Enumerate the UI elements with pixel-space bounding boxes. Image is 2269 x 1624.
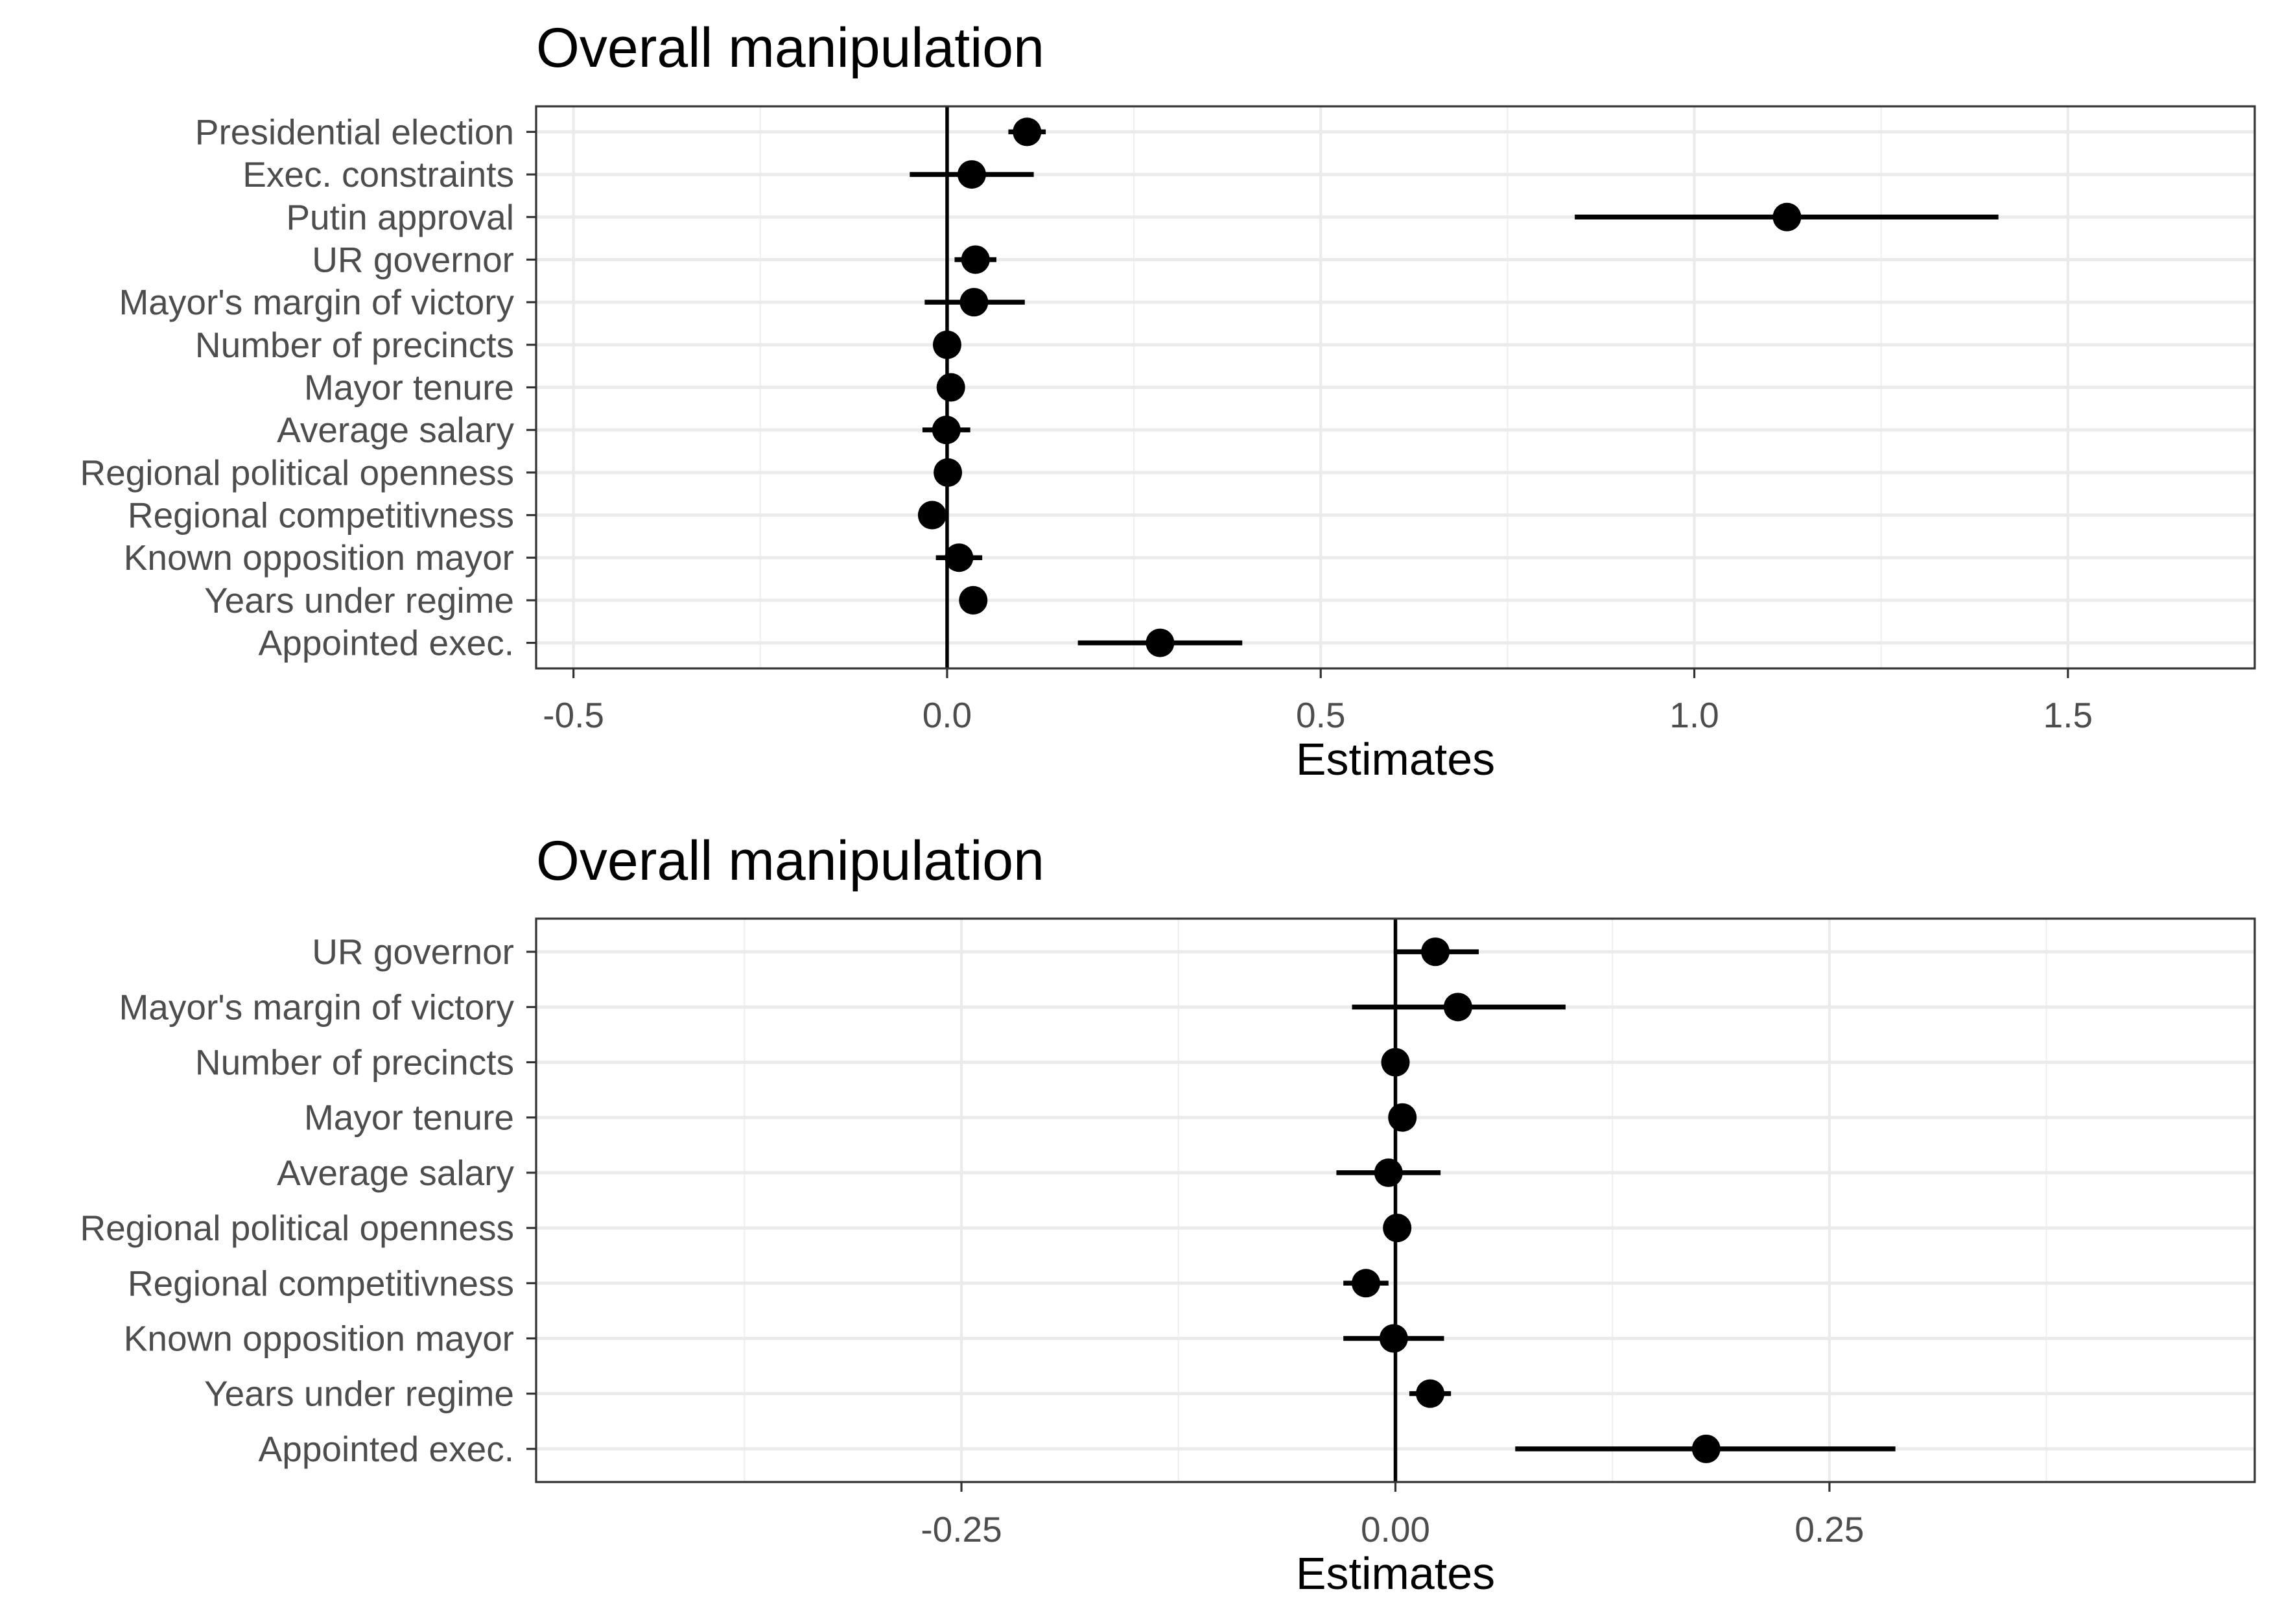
y-tick-label: Number of precincts <box>195 325 514 365</box>
y-tick-label: Regional political openness <box>80 1208 514 1248</box>
y-tick-label: Average salary <box>277 410 514 450</box>
y-tick-label: Known opposition mayor <box>124 537 514 578</box>
x-tick-label: 0.00 <box>1361 1509 1430 1549</box>
y-tick-label: Number of precincts <box>195 1042 514 1083</box>
y-tick-label: Regional political openness <box>80 453 514 493</box>
y-tick-label: Known opposition mayor <box>124 1318 514 1358</box>
point-estimate <box>1691 1434 1721 1463</box>
x-tick-label: 0.0 <box>923 695 972 735</box>
point-estimate <box>1383 1214 1412 1243</box>
x-tick-label: 1.5 <box>2043 695 2093 735</box>
y-tick-label: Mayor tenure <box>304 1098 514 1138</box>
point-estimate <box>917 500 946 530</box>
y-tick-label: Regional competitivness <box>128 495 514 535</box>
point-estimate <box>1013 117 1042 147</box>
point-estimate <box>957 160 986 189</box>
chart-title: Overall manipulation <box>536 17 1044 79</box>
x-tick-label: -0.25 <box>921 1509 1002 1549</box>
point-estimate <box>961 245 990 274</box>
point-estimate <box>1443 993 1472 1022</box>
y-tick-label: Regional competitivness <box>128 1263 514 1303</box>
point-estimate <box>1379 1324 1408 1353</box>
y-tick-label: Exec. constraints <box>242 154 514 194</box>
point-estimate <box>932 330 961 359</box>
chart-title: Overall manipulation <box>536 830 1044 892</box>
x-tick-label: 0.25 <box>1794 1509 1864 1549</box>
y-tick-label: Putin approval <box>286 197 514 237</box>
point-estimate <box>1388 1103 1417 1132</box>
point-estimate <box>1374 1158 1403 1187</box>
y-tick-label: Average salary <box>277 1153 514 1193</box>
x-axis-label: Estimates <box>1296 1548 1495 1599</box>
point-estimate <box>945 543 974 572</box>
point-estimate <box>959 288 989 317</box>
point-estimate <box>932 416 961 445</box>
x-axis-label: Estimates <box>1296 734 1495 784</box>
x-tick-label: 0.5 <box>1296 695 1345 735</box>
point-estimate <box>1421 937 1450 967</box>
y-tick-label: Appointed exec. <box>259 1429 514 1469</box>
point-estimate <box>1351 1269 1380 1298</box>
y-tick-label: UR governor <box>312 239 514 279</box>
point-estimate <box>1146 628 1175 657</box>
point-estimate <box>1416 1379 1445 1408</box>
y-tick-label: Mayor tenure <box>304 368 514 408</box>
y-tick-label: Mayor's margin of victory <box>119 282 514 322</box>
chart-panel-2: UR governor Mayor's margin of victory Numb… <box>80 830 2256 1599</box>
y-tick-label: Mayor's margin of victory <box>119 987 514 1027</box>
y-tick-label: Appointed exec. <box>259 623 514 663</box>
point-estimate <box>1772 202 1802 231</box>
y-tick-label: Years under regime <box>204 580 514 620</box>
point-estimate <box>936 373 965 402</box>
y-tick-label: Presidential election <box>195 112 514 152</box>
x-tick-label: 1.0 <box>1669 695 1719 735</box>
x-tick-label: -0.5 <box>543 695 604 735</box>
y-tick-label: Years under regime <box>204 1374 514 1414</box>
point-estimate <box>959 585 988 615</box>
point-estimate <box>934 458 963 487</box>
y-tick-label: UR governor <box>312 932 514 972</box>
point-estimate <box>1381 1048 1410 1077</box>
